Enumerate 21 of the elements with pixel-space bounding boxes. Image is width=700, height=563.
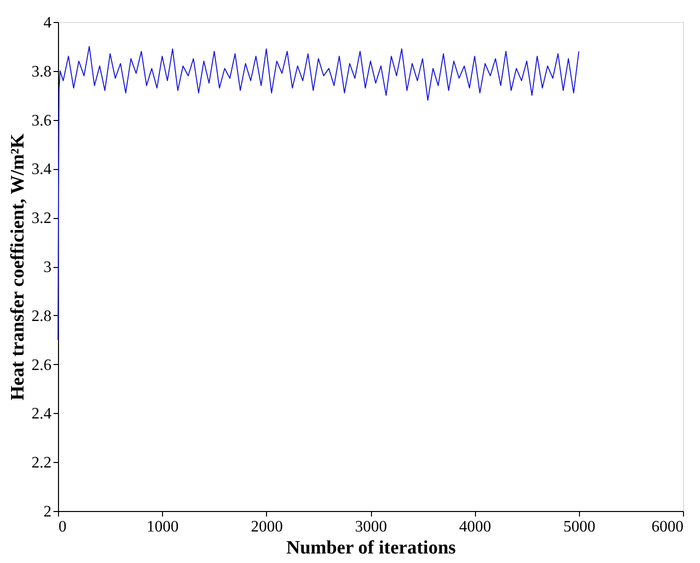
y-tick-label: 3.2	[32, 210, 52, 228]
line-series	[58, 46, 580, 340]
y-tick-label: 2.6	[32, 356, 52, 374]
x-tick-label: 1000	[146, 518, 179, 536]
y-tick-label: 3.6	[32, 112, 52, 130]
y-tick-label: 4	[44, 14, 52, 32]
x-axis-title: Number of iterations	[286, 538, 456, 558]
y-tick-label: 2.4	[32, 406, 52, 423]
y-axis-title: Heat transfer coefficient, W/m²K	[8, 133, 28, 400]
x-tick-label: 4000	[459, 518, 492, 536]
x-tick-label: 6000	[652, 518, 684, 536]
x-tick-label: 0	[58, 518, 66, 536]
x-tick-label: 3000	[355, 518, 387, 536]
y-tick-label: 3	[44, 259, 52, 276]
y-tick-label: 2.8	[32, 308, 52, 325]
y-tick-label: 2.2	[32, 454, 52, 472]
y-tick-label: 2	[44, 504, 52, 520]
x-tick-label: 2000	[250, 518, 283, 536]
y-tick-label: 3.8	[32, 63, 52, 80]
x-tick-label: 5000	[563, 518, 596, 536]
y-tick-label: 3.4	[32, 161, 52, 178]
